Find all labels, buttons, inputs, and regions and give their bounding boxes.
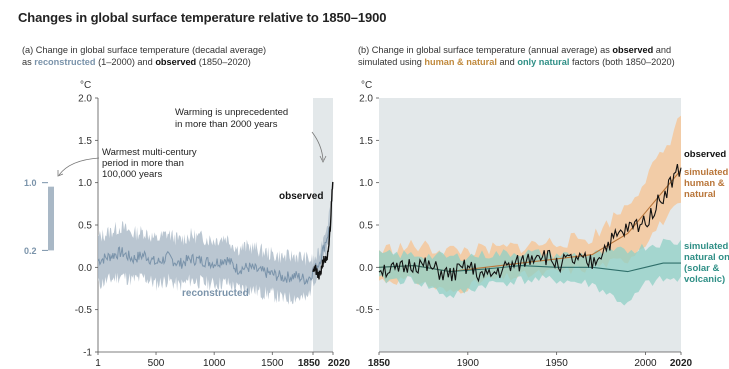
panel-b-natural-label: simulated [684,241,729,252]
panel-a-ytick-label: 0.5 [78,221,92,232]
page-title: Changes in global surface temperature re… [18,10,387,25]
panel-b-ytick-label: -0.5 [356,305,374,316]
panel-b-ytick-label: 1.5 [359,136,373,147]
panel-a-annotation-warmest: period in more than [102,158,184,169]
panel-b-human-label: natural [684,189,716,200]
text-b-and: and [653,45,672,55]
text-observed: observed [155,57,197,67]
panel-b-subtitle-line2: simulated using human & natural and only… [358,56,728,68]
text-b-observed: observed [612,45,654,55]
text-end: (1850–2020) [196,57,251,67]
panel-b-xtick-label: 2020 [670,358,693,369]
panel-a-inset-label: 1.0 [24,178,37,188]
panel-b-xtick-label: 2000 [634,358,657,369]
panel-b-observed-label: observed [684,149,726,160]
panel-a-ytick-label: -1 [83,348,92,359]
panel-b-xtick-label: 1900 [457,358,480,369]
panel-a-inset-label: 0.2 [24,246,37,256]
text-as: as [22,57,35,67]
panel-a-reconstructed-band [98,206,330,305]
panel-a-arrow-warmest [58,157,100,176]
panel-a-unit: °C [80,80,91,91]
panel-b-human-label: simulated [684,167,729,178]
panel-a-arrowhead [57,170,64,177]
panel-a-xtick-label: 1000 [203,358,226,369]
panel-b-human-label: human & [684,178,725,189]
panel-b-natural-label: volcanic) [684,274,725,285]
panel-b-natural-band [379,238,681,306]
text-b-natural: only natural [517,57,570,67]
panel-a-xtick-label: 500 [148,358,165,369]
panel-a-annotation-warmest: Warmest multi-century [102,147,197,158]
panel-a-subtitle: (a) Change in global surface temperature… [22,44,332,68]
panel-b-subtitle-line1: (b) Change in global surface temperature… [358,44,728,56]
text-reconstructed: reconstructed [34,57,96,67]
panel-b-natural-label: (solar & [684,263,720,274]
text-b-and2: and [496,57,518,67]
panel-a-ytick-label: 2.0 [78,94,92,105]
panel-a-observed-label: observed [279,191,323,202]
panel-a-annotation-unprecedented: in more than 2000 years [175,119,278,130]
panel-b-subtitle: (b) Change in global surface temperature… [358,44,728,68]
panel-b-ytick-label: 1.0 [359,178,373,189]
text-b-simulated: simulated using [358,57,425,67]
text-b-human: human & natural [424,57,497,67]
panel-a-arrowhead [319,155,327,163]
panel-a-recent-shade [313,98,333,352]
panel-a-inset-bar [48,186,54,251]
text-mid: (1–2000) and [95,57,156,67]
panel-b-unit: °C [361,80,372,91]
text-b-end: factors (both 1850–2020) [569,57,675,67]
panel-a-ytick-label: 1.5 [78,136,92,147]
panel-b-ytick-label: 2.0 [359,94,373,105]
panel-a-xtick-label: 1850 [298,358,321,369]
panel-a-annotation-unprecedented: Warming is unprecedented [175,107,288,118]
panel-a-ytick-label: -0.5 [75,305,93,316]
panel-a-reconstructed-line [97,227,330,285]
panel-a-observed-line [312,181,334,280]
panel-b-natural-label: natural onl [684,252,729,263]
panel-a-annotation-warmest: 100,000 years [102,169,162,180]
panel-b-xtick-label: 1850 [368,358,391,369]
panel-b-ytick-label: 0.0 [359,263,373,274]
panel-b-ytick-label: 0.5 [359,221,373,232]
text-b-line1: (b) Change in global surface temperature… [358,45,613,55]
panel-a-ytick-label: 0.0 [78,263,92,274]
panel-a-xtick-label: 1500 [261,358,284,369]
panel-a-xtick-label: 1 [95,358,101,369]
panel-a-arrow-unprecedented [311,131,324,161]
panel-a-subtitle-line1: (a) Change in global surface temperature… [22,45,267,55]
panel-a-xtick-label: 2020 [328,358,351,369]
panel-b-observed-line [378,163,682,283]
panel-b-xtick-label: 1950 [546,358,569,369]
panel-b-chart: 2.0 1.5 1.0 0.5 0.0 -0.5 °C 1850 1900 1950 2000 202… [356,80,729,369]
panel-a-reconstructed-label: reconstructed [182,288,249,299]
panel-a-chart: 2.01.51.00.50.0-0.5-1°C1 500 1000 1500 1850 2… [24,80,351,369]
panel-a-subtitle-line2: as reconstructed (1–2000) and observed (… [22,56,332,68]
panel-a-ytick-label: 1.0 [78,178,92,189]
